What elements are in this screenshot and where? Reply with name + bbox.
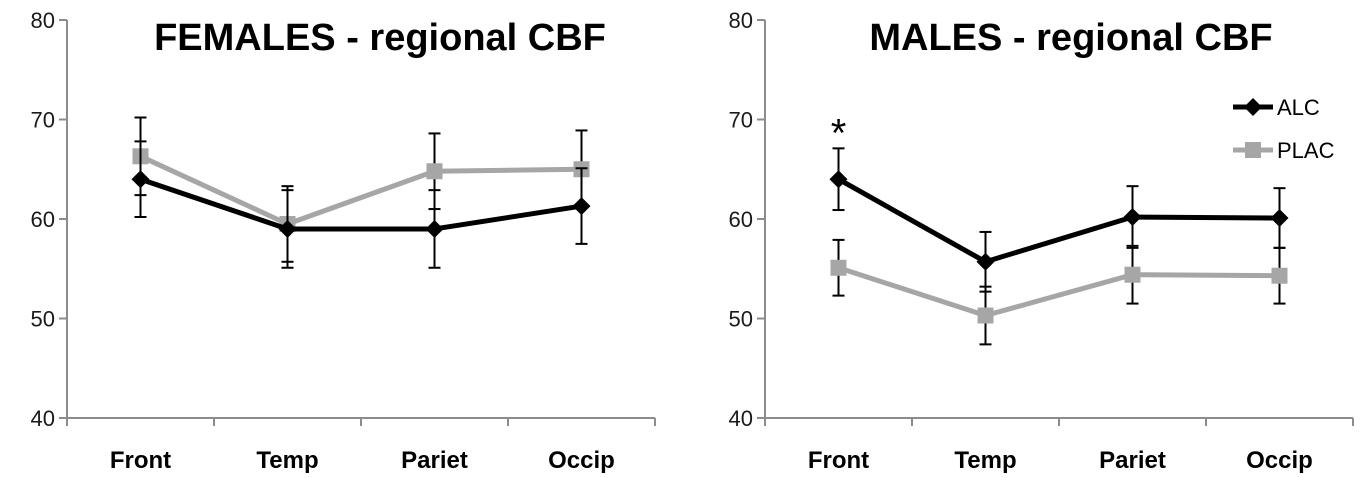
- legend-label: ALC: [1277, 95, 1320, 120]
- series-line: [139, 176, 582, 232]
- data-point: [1270, 209, 1289, 228]
- data-point: [1124, 266, 1141, 283]
- data-point: [278, 219, 297, 238]
- data-point: [131, 170, 150, 189]
- chart-title: MALES - regional CBF: [869, 17, 1272, 59]
- series-plac: [132, 116, 590, 263]
- series-line: [837, 177, 1280, 265]
- y-tick-label: 80: [729, 8, 753, 33]
- legend-label: PLAC: [1277, 138, 1335, 163]
- y-tick-label: 40: [31, 406, 55, 431]
- data-point: [426, 163, 443, 180]
- y-tick-label: 50: [31, 307, 55, 332]
- data-point: [1271, 267, 1288, 284]
- legend: ALC PLAC: [1233, 95, 1335, 163]
- data-point: [425, 219, 444, 238]
- x-tick-label: Pariet: [1099, 447, 1166, 474]
- y-tick-label: 70: [31, 108, 55, 133]
- legend-swatch-marker: [1245, 142, 1261, 158]
- x-tick-label: Occip: [548, 447, 615, 474]
- series-alc: [829, 147, 1289, 293]
- x-tick-label: Temp: [256, 447, 318, 474]
- data-point: [830, 259, 847, 276]
- x-tick-label: Pariet: [401, 447, 468, 474]
- series-alc: [131, 140, 591, 269]
- x-tick-label: Temp: [954, 447, 1016, 474]
- legend-swatch-marker: [1244, 98, 1262, 116]
- data-point: [1123, 208, 1142, 227]
- data-point: [976, 252, 995, 271]
- y-tick-label: 50: [729, 307, 753, 332]
- y-tick-label: 70: [729, 108, 753, 133]
- x-tick-label: Front: [110, 447, 171, 474]
- series-line: [837, 265, 1280, 319]
- series-line: [139, 154, 582, 227]
- chart-title: FEMALES - regional CBF: [154, 17, 606, 59]
- y-tick-label: 80: [31, 8, 55, 33]
- significance-asterisk: *: [831, 111, 847, 155]
- data-point: [829, 170, 848, 189]
- y-tick-label: 60: [31, 207, 55, 232]
- series-plac: [830, 238, 1288, 346]
- data-point: [977, 307, 994, 324]
- y-tick-label: 60: [729, 207, 753, 232]
- x-tick-label: Front: [808, 447, 869, 474]
- y-tick-label: 40: [729, 406, 753, 431]
- data-point: [572, 197, 591, 216]
- chart-panel-1: FEMALES - regional CBF 40 50 60 70 80 Front Tem…: [31, 8, 656, 474]
- x-tick-label: Occip: [1246, 447, 1313, 474]
- chart-panel-2: MALES - regional CBF 40 50 60 70 80 Front Temp P…: [729, 8, 1354, 474]
